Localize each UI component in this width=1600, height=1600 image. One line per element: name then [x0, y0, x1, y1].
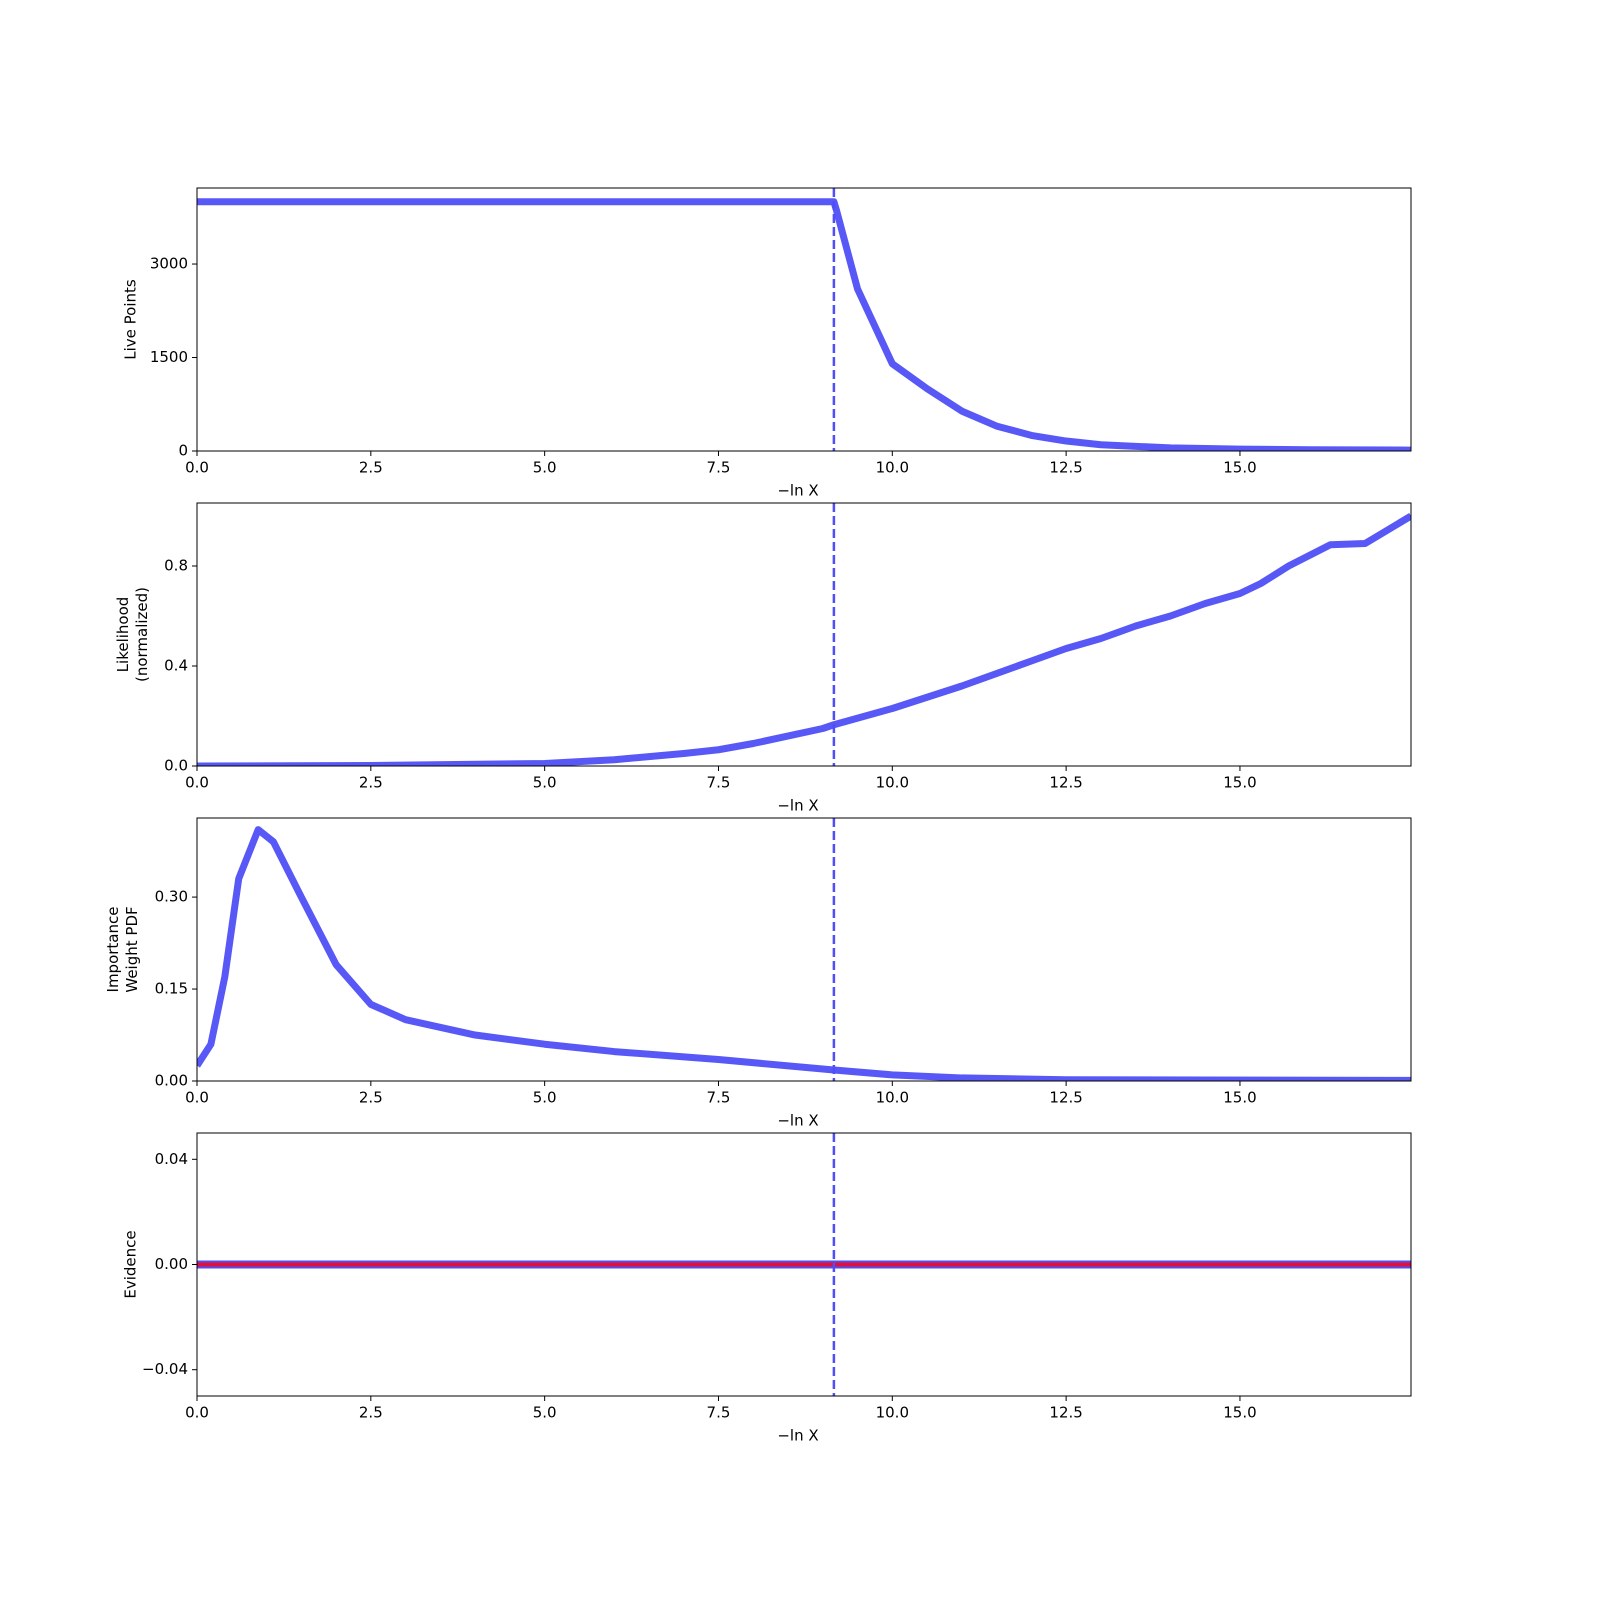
x-tick-label: 5.0 — [533, 774, 557, 792]
x-tick-label: 0.0 — [185, 459, 209, 477]
plot-area — [197, 198, 1411, 451]
x-axis-label: −ln X — [777, 1427, 818, 1445]
axes-frame — [196, 502, 1412, 767]
subplot: 0.0 2.5 5.0 7.5 10.0 12.5 15.0 0 1500 3000 −ln X Li… — [122, 187, 1412, 500]
y-tick-label: 0.4 — [164, 657, 188, 675]
axes-frame — [196, 817, 1412, 1082]
y-tick-label: −0.04 — [142, 1360, 188, 1378]
x-tick-label: 10.0 — [876, 774, 909, 792]
x-tick-label: 15.0 — [1223, 1404, 1256, 1422]
subplot: 0.0 2.5 5.0 7.5 10.0 12.5 15.0 −0.04 0.00 0.04 −ln… — [122, 1132, 1412, 1445]
x-tick-label: 5.0 — [533, 1404, 557, 1422]
axes-frame — [196, 187, 1412, 452]
x-tick-label: 12.5 — [1049, 1089, 1082, 1107]
series-line — [197, 512, 1411, 766]
y-tick-label: 1500 — [150, 348, 188, 366]
x-tick-label: 5.0 — [533, 1089, 557, 1107]
subplot: 0.0 2.5 5.0 7.5 10.0 12.5 15.0 0.0 0.4 0.8 −ln X Li… — [114, 502, 1412, 815]
y-tick-label: 0.00 — [155, 1255, 188, 1273]
x-tick-label: 12.5 — [1049, 1404, 1082, 1422]
x-tick-label: 12.5 — [1049, 459, 1082, 477]
y-tick-label: 0.8 — [164, 557, 188, 575]
x-tick-label: 15.0 — [1223, 1089, 1256, 1107]
y-tick-label: 0.04 — [155, 1150, 188, 1168]
x-tick-label: 7.5 — [707, 1089, 731, 1107]
y-tick-label: 0.30 — [155, 888, 188, 906]
y-axis-label: Importance — [104, 907, 122, 993]
y-axis-label: Evidence — [122, 1230, 140, 1298]
y-tick-label: 0.0 — [164, 757, 188, 775]
x-tick-label: 2.5 — [359, 459, 383, 477]
y-axis-label: Weight PDF — [123, 906, 141, 992]
x-tick-label: 10.0 — [876, 1404, 909, 1422]
subplot: 0.0 2.5 5.0 7.5 10.0 12.5 15.0 0.00 0.15 0.30 −ln … — [104, 817, 1412, 1130]
y-axis-label: Likelihood — [114, 597, 132, 673]
y-axis-label: Live Points — [122, 279, 140, 360]
x-tick-label: 10.0 — [876, 459, 909, 477]
plot-area — [197, 826, 1411, 1081]
x-axis-label: −ln X — [777, 797, 818, 815]
y-tick-label: 3000 — [150, 255, 188, 273]
x-tick-label: 0.0 — [185, 1089, 209, 1107]
x-tick-label: 0.0 — [185, 1404, 209, 1422]
x-tick-label: 12.5 — [1049, 774, 1082, 792]
x-tick-label: 0.0 — [185, 774, 209, 792]
y-tick-label: 0.15 — [155, 980, 188, 998]
x-tick-label: 2.5 — [359, 1404, 383, 1422]
y-axis-label: (normalized) — [133, 587, 151, 682]
x-tick-label: 2.5 — [359, 774, 383, 792]
y-tick-label: 0.00 — [155, 1072, 188, 1090]
x-tick-label: 2.5 — [359, 1089, 383, 1107]
series-line — [197, 198, 1411, 451]
x-tick-label: 7.5 — [707, 774, 731, 792]
x-tick-label: 10.0 — [876, 1089, 909, 1107]
x-tick-label: 5.0 — [533, 459, 557, 477]
x-tick-label: 15.0 — [1223, 774, 1256, 792]
plot-area — [197, 512, 1411, 766]
axes-frame — [196, 1132, 1412, 1397]
series-line — [197, 826, 1411, 1081]
x-tick-label: 7.5 — [707, 459, 731, 477]
y-tick-label: 0 — [178, 442, 188, 460]
x-axis-label: −ln X — [777, 482, 818, 500]
x-axis-label: −ln X — [777, 1112, 818, 1130]
x-tick-label: 7.5 — [707, 1404, 731, 1422]
x-tick-label: 15.0 — [1223, 459, 1256, 477]
